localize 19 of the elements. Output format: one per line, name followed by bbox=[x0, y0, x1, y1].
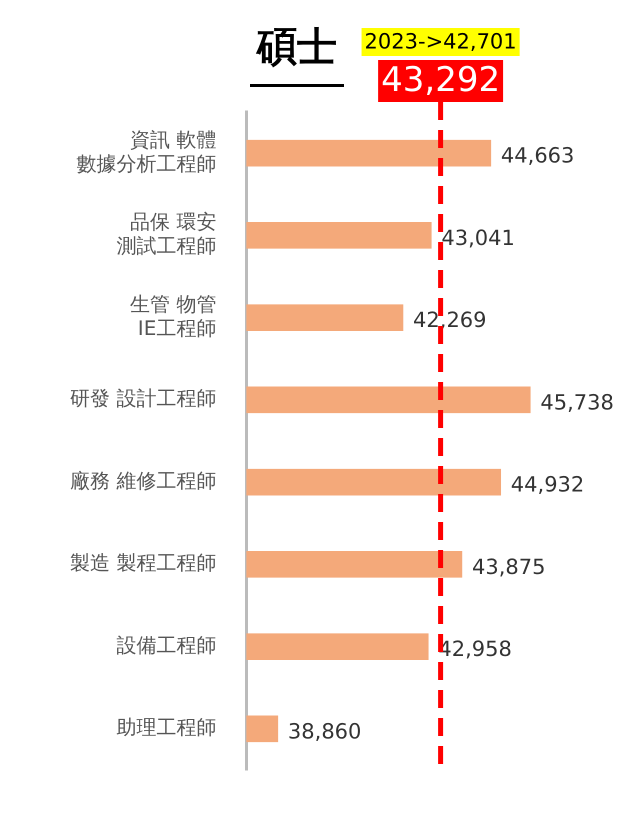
y-tick-label: 生管 物管IE工程師 bbox=[130, 292, 216, 340]
y-tick-label: 資訊 軟體數據分析工程師 bbox=[76, 127, 216, 176]
data-label: 42,269 bbox=[413, 308, 487, 332]
y-tick-label: 廠務 維修工程師 bbox=[70, 468, 216, 492]
y-tick-label: 製造 製程工程師 bbox=[70, 550, 216, 575]
text: 2023->42,701 bbox=[364, 29, 517, 54]
ref-line-label: 43,292 bbox=[381, 60, 500, 100]
data-label: 44,663 bbox=[500, 144, 574, 168]
y-tick-label: 研發 設計工程師 bbox=[70, 386, 216, 410]
data-label: 44,932 bbox=[510, 472, 584, 497]
y-tick-label: 設備工程師 bbox=[116, 632, 216, 657]
data-label: 42,958 bbox=[438, 637, 512, 662]
data-label: 43,041 bbox=[441, 226, 515, 250]
data-label: 38,860 bbox=[288, 719, 362, 744]
data-label: 45,738 bbox=[540, 390, 614, 414]
data-label: 43,875 bbox=[472, 554, 546, 579]
y-tick-label: 品保 環安測試工程師 bbox=[116, 210, 216, 258]
y-tick-label: 助理工程師 bbox=[116, 715, 216, 740]
chart-title: 碩士 bbox=[255, 24, 337, 70]
